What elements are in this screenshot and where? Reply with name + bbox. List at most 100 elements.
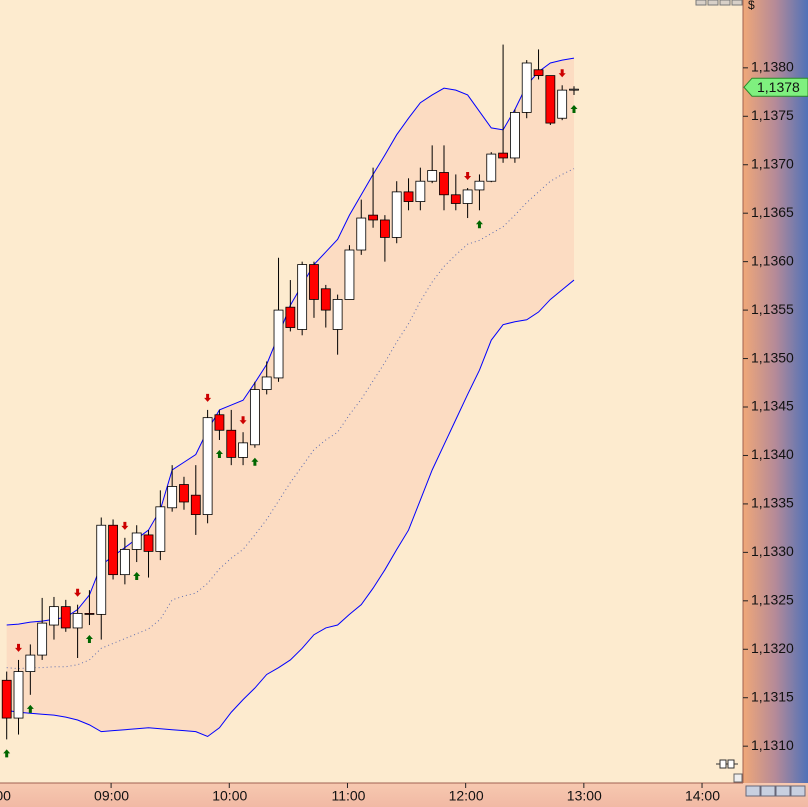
candle-body [545, 75, 556, 124]
candle-body [249, 389, 260, 446]
sell-arrow [15, 643, 23, 652]
buy-arrow [3, 749, 11, 758]
candle-body [96, 524, 107, 615]
window-buttons[interactable] [695, 0, 743, 6]
candle-body [131, 532, 142, 550]
candle-body [368, 214, 378, 221]
candle-body [521, 62, 532, 113]
candle-body [261, 376, 272, 390]
x-axis-panel [0, 783, 808, 807]
buy-arrow [26, 704, 34, 713]
candle-body [462, 189, 473, 204]
candle-body [108, 524, 118, 576]
y-tick-label: 1,1330 [751, 543, 794, 559]
y-tick-label: 1,1345 [751, 398, 794, 414]
candle-body [379, 219, 390, 238]
candle-body [214, 414, 225, 431]
candle-body [498, 152, 508, 159]
candle-body [84, 613, 95, 615]
candle-body [344, 249, 355, 300]
buy-arrow [215, 449, 223, 458]
candle-body [356, 217, 367, 251]
buy-arrow [475, 220, 483, 229]
x-tick-label: 11:00 [331, 788, 365, 804]
y-tick-label: 1,1370 [751, 155, 794, 171]
y-tick-label: 1,1365 [751, 204, 794, 220]
sell-arrow [464, 171, 472, 180]
y-tick-label: 1,1320 [751, 640, 794, 656]
sell-arrow [121, 521, 129, 530]
scroll-controls[interactable] [733, 773, 806, 797]
band-lower [6, 279, 575, 738]
last-price-label: 1,1378 [757, 79, 800, 95]
candle-body [143, 534, 154, 552]
buy-arrow [133, 572, 141, 581]
candle-body [486, 153, 497, 182]
candle-body [202, 417, 213, 515]
candle-body [415, 180, 426, 202]
x-tick-label: 10:00 [212, 788, 247, 804]
candle-body [474, 180, 485, 191]
candle-body [37, 622, 48, 656]
zoom-icon[interactable] [716, 759, 738, 769]
candle-body [533, 69, 544, 76]
candle-body [167, 486, 178, 509]
candle-body [119, 549, 130, 576]
y-tick-label: 1,1335 [751, 495, 794, 511]
sell-arrow [204, 393, 212, 402]
band-middle [6, 168, 575, 670]
sell-arrow [558, 69, 566, 78]
y-tick-label: 1,1380 [751, 59, 794, 75]
x-tick-label: 09:00 [94, 788, 129, 804]
x-tick-label: 14:00 [685, 788, 720, 804]
currency-label: $ [748, 0, 755, 12]
candle-body [403, 191, 414, 202]
buy-arrow [251, 457, 259, 466]
y-tick-label: 1,1360 [751, 252, 794, 268]
sell-arrow [239, 416, 247, 425]
y-tick-label: 1,1315 [751, 688, 794, 704]
buy-arrow [85, 635, 93, 644]
buy-arrow [570, 104, 578, 113]
candle-body [450, 194, 461, 204]
candle-body [557, 89, 568, 119]
y-tick-label: 1,1375 [751, 107, 794, 123]
candle-body [155, 506, 166, 552]
candle-body [49, 606, 59, 626]
candle-body [72, 613, 83, 629]
plot [1, 44, 579, 758]
candle-body [25, 654, 36, 672]
candle-body [190, 494, 201, 515]
candle-body [309, 264, 319, 300]
last-price-box [743, 77, 808, 97]
y-tick-label: 1,1350 [751, 349, 794, 365]
candle-body [1, 679, 12, 719]
candle-body [285, 306, 296, 328]
candle-body [439, 172, 449, 196]
candle-body [13, 671, 24, 719]
y-axis-panel [743, 0, 808, 783]
x-tick-label: 00 [0, 788, 11, 804]
candle-body [297, 264, 308, 330]
y-tick-label: 1,1340 [751, 446, 794, 462]
x-tick-label: 13:00 [567, 788, 602, 804]
candle-body [569, 88, 579, 91]
candle-body [60, 606, 71, 629]
x-tick-label: 12:00 [449, 788, 484, 804]
candle-body [332, 299, 343, 330]
candle-body [427, 170, 438, 182]
candle-body [226, 429, 237, 458]
candle-body [238, 442, 248, 458]
axes: 1,1310 1,1315 1,1320 1,1325 1,1330 1,1335 1,13… [0, 59, 794, 804]
candle-body [391, 191, 402, 238]
candle-body [179, 484, 189, 503]
y-tick-label: 1,1355 [751, 301, 794, 317]
candle-body [320, 288, 331, 311]
y-tick-label: 1,1310 [751, 737, 794, 753]
candle-body [509, 112, 520, 159]
candle-body [273, 309, 284, 379]
y-tick-label: 1,1325 [751, 592, 794, 608]
sell-arrow [74, 588, 82, 597]
